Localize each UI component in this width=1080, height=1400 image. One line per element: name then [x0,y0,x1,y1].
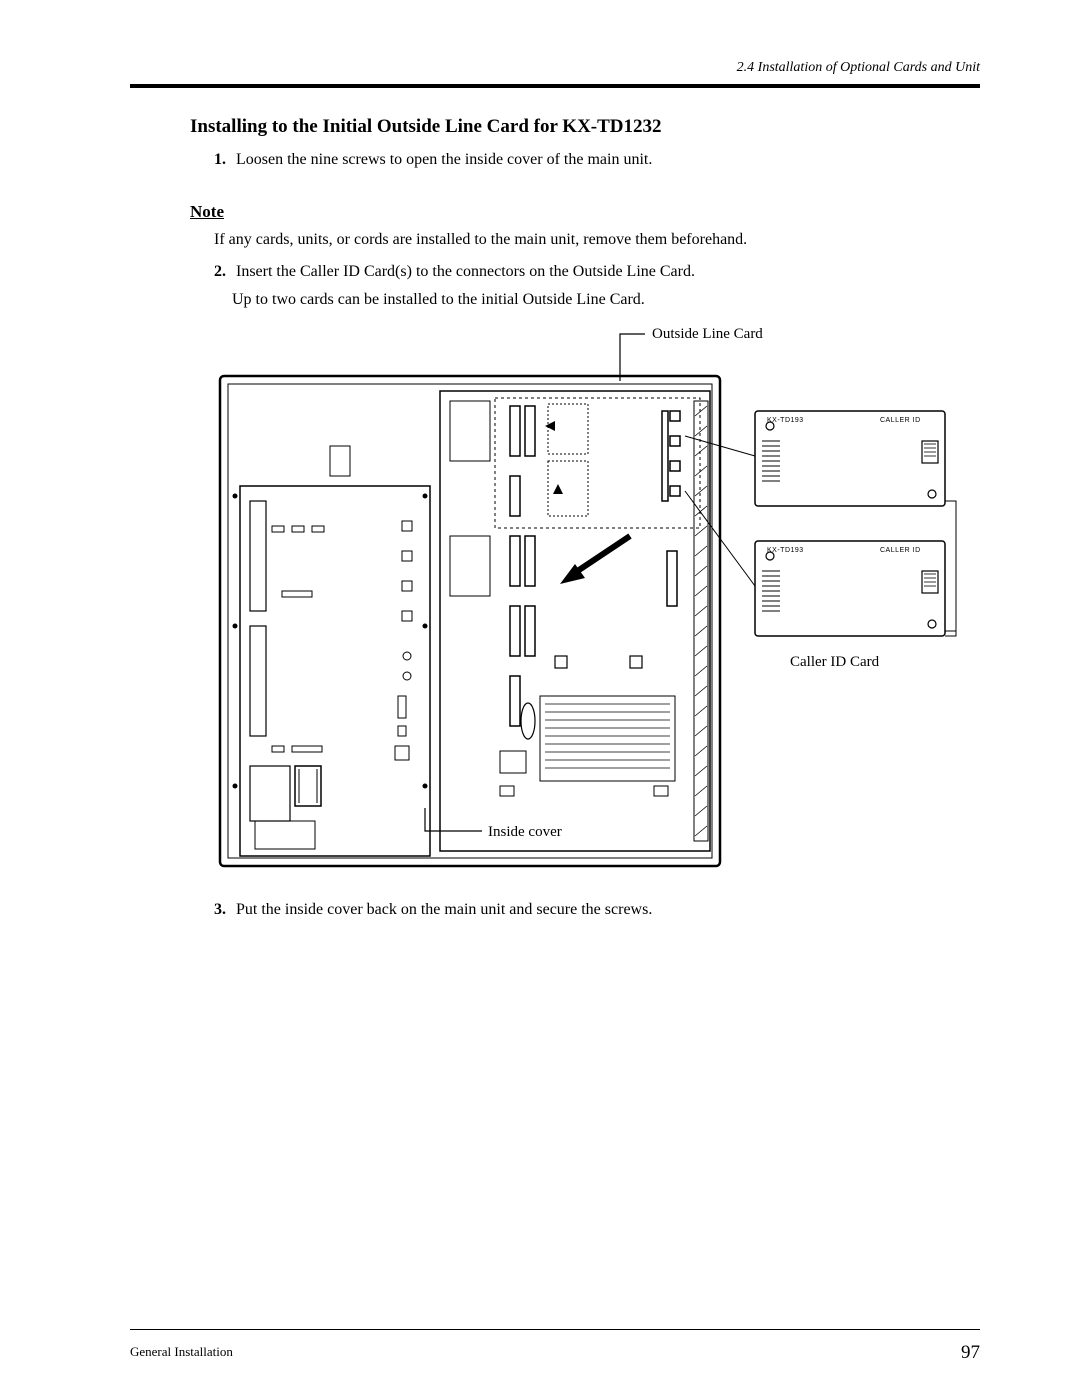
step-1-num: 1. [214,148,232,172]
note-body: If any cards, units, or cords are instal… [190,228,980,252]
footer-rule [130,1329,980,1330]
step-2: 2. Insert the Caller ID Card(s) to the c… [190,260,980,284]
installation-diagram: KX-TD193 CALLER ID [200,326,960,886]
card2-model: KX-TD193 [767,547,804,554]
step-2-sub: Up to two cards can be installed to the … [190,288,980,312]
card1-model: KX-TD193 [767,417,804,424]
card2-brand: CALLER ID [880,547,921,554]
step-2-num: 2. [214,260,232,284]
footer-page-number: 97 [961,1342,980,1364]
section-title: Installing to the Initial Outside Line C… [190,116,980,138]
step-2-text: Insert the Caller ID Card(s) to the conn… [236,263,695,280]
step-3-num: 3. [214,898,232,922]
caller-id-card-2-icon [755,541,945,636]
note-heading: Note [190,202,980,222]
header-rule [130,84,980,88]
diagram-area: Outside Line Card Caller ID Card Inside … [200,326,960,886]
content-area: Installing to the Initial Outside Line C… [130,116,980,922]
step-1-text: Loosen the nine screws to open the insid… [236,151,652,168]
caller-id-card-1-icon [755,411,945,506]
step-3: 3. Put the inside cover back on the main… [190,898,980,922]
step-1: 1. Loosen the nine screws to open the in… [190,148,980,172]
header-section-ref: 2.4 Installation of Optional Cards and U… [130,60,980,76]
step-3-text: Put the inside cover back on the main un… [236,901,652,918]
card1-brand: CALLER ID [880,417,921,424]
footer-left: General Installation [130,1344,233,1360]
